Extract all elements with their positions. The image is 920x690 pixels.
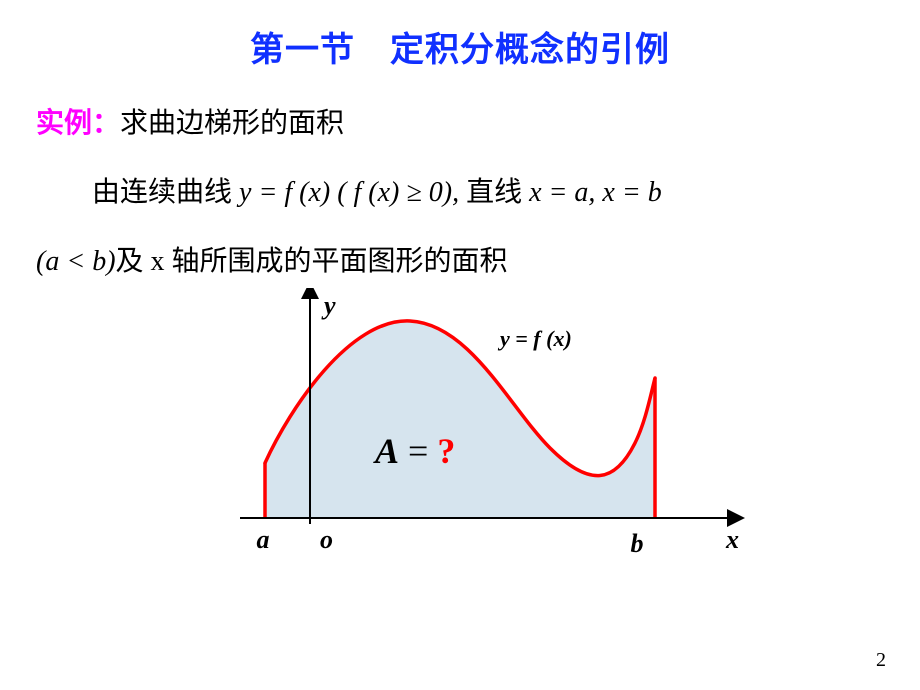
desc1-pre: 由连续曲线 xyxy=(92,177,239,208)
description-line-1: 由连续曲线 y = f (x) ( f (x) ≥ 0), 直线 x = a, … xyxy=(0,166,920,219)
example-text: 求曲边梯形的面积 xyxy=(120,108,344,139)
integral-figure: y x o a b y = f (x) A = ? xyxy=(230,288,750,578)
page-number: 2 xyxy=(876,649,886,672)
desc2-post: 及 x 轴所围成的平面图形的面积 xyxy=(116,246,508,277)
description-line-2: (a < b)及 x 轴所围成的平面图形的面积 xyxy=(0,235,920,288)
origin-label: o xyxy=(320,525,333,554)
page-title: 第一节 定积分概念的引例 xyxy=(0,0,920,71)
y-axis-label: y xyxy=(321,291,336,320)
desc1-expr1: y = f (x) ( f (x) ≥ 0), xyxy=(239,177,466,208)
desc1-expr2: x = a, x = b xyxy=(529,177,662,208)
x-axis-label: x xyxy=(725,525,739,554)
b-label: b xyxy=(631,529,644,558)
example-label: 实例： xyxy=(36,108,120,139)
example-line: 实例：求曲边梯形的面积 xyxy=(0,97,920,150)
a-label: a xyxy=(257,525,270,554)
figure-svg: y x o a b y = f (x) A = ? xyxy=(230,288,750,578)
desc1-mid: 直线 xyxy=(466,177,529,208)
area-label: A = ? xyxy=(373,431,455,471)
desc2-expr: (a < b) xyxy=(36,246,116,277)
fx-label: y = f (x) xyxy=(497,326,572,351)
shaded-area xyxy=(265,321,655,518)
